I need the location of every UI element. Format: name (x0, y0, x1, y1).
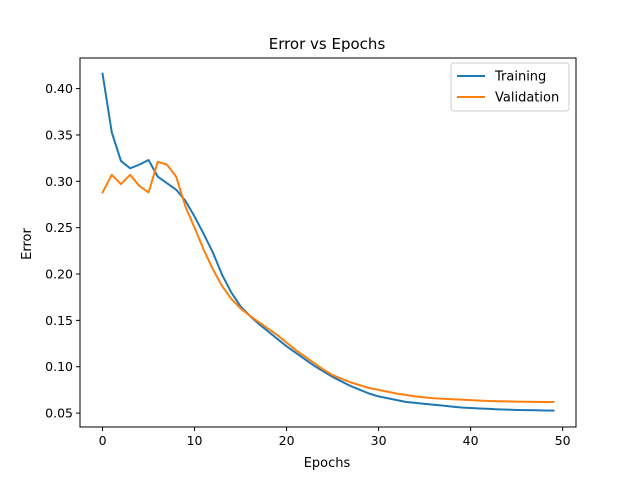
x-tick-label: 50 (555, 433, 571, 448)
x-tick-label: 20 (279, 433, 295, 448)
axes-frame (79, 57, 577, 428)
x-axis-label: Epochs (304, 456, 351, 471)
y-axis-label: Error (20, 228, 35, 260)
y-tick-label: 0.05 (45, 406, 73, 421)
y-tick-label: 0.10 (45, 359, 73, 374)
x-tick-label: 0 (99, 433, 107, 448)
y-tick-label: 0.15 (45, 313, 73, 328)
chart-title: Error vs Epochs (269, 35, 386, 53)
series-line-validation (101, 160, 555, 403)
y-tick-label: 0.30 (45, 174, 73, 189)
plot-area: 0 10 20 30 40 50 0.05 0.10 0.15 0.20 0.25 0.30 0.35 0… (45, 57, 577, 448)
legend-label-training: Training (494, 70, 546, 85)
x-tick-label: 40 (463, 433, 479, 448)
legend: Training Validation (450, 62, 570, 112)
y-tick-label: 0.25 (45, 220, 73, 235)
series-line-training (101, 72, 555, 412)
x-tick-label: 10 (187, 433, 203, 448)
x-tick-label: 30 (371, 433, 387, 448)
y-tick-label: 0.40 (45, 81, 73, 96)
legend-label-validation: Validation (495, 91, 559, 106)
y-tick-label: 0.20 (45, 267, 73, 282)
y-tick-label: 0.35 (45, 127, 73, 142)
